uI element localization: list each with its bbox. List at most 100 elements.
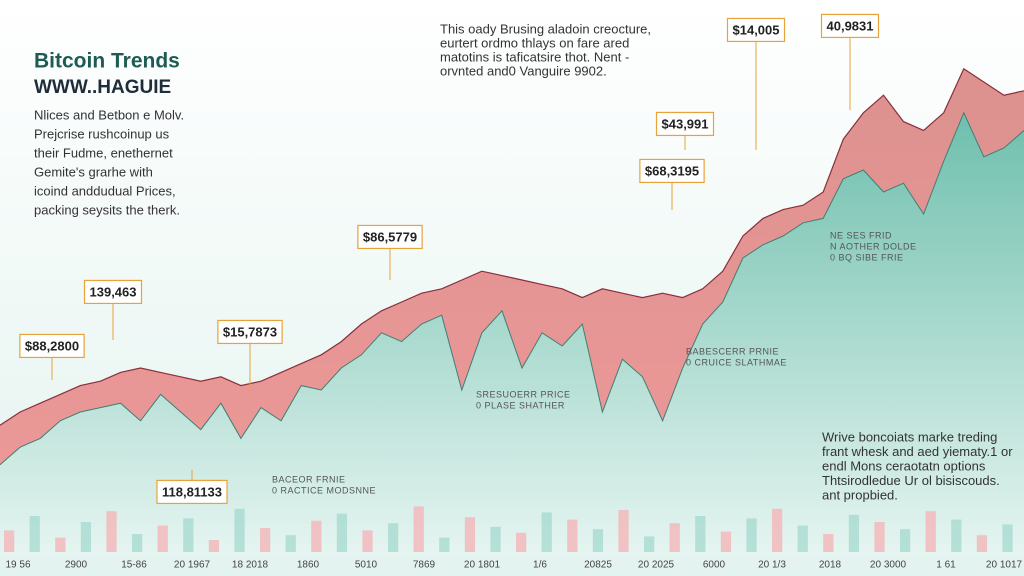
volume-bar (336, 513, 348, 552)
volume-bar (260, 528, 271, 552)
x-tick-label: 5010 (355, 560, 378, 571)
x-tick-label: 6000 (703, 560, 726, 571)
bottom-note-line: Thtsirodledue Ur ol bisiscouds. (822, 473, 1000, 488)
volume-bar (618, 510, 629, 552)
top-note-line: matotins is taficatsire thot. Nent - (440, 49, 629, 64)
callout-box (19, 333, 85, 359)
x-tick-label: 20825 (584, 560, 612, 571)
callout-label: 139,463 (90, 284, 137, 299)
description-line: packing seysits the therk. (34, 202, 180, 217)
volume-bar (362, 530, 373, 552)
x-tick-label: 1/6 (533, 560, 547, 571)
x-tick-label: 2018 (819, 560, 842, 571)
volume-bar (925, 511, 936, 552)
volume-bar (183, 518, 194, 552)
callout-label: $88,2800 (25, 338, 79, 353)
volume-bar (464, 517, 476, 552)
small-label: SRESUOERR PRICE (476, 389, 571, 399)
volume-bar (413, 506, 424, 552)
volume-bar (4, 530, 15, 552)
volume-bar (772, 508, 783, 552)
low-area (0, 112, 1024, 557)
callout-label: 118,81133 (162, 484, 222, 499)
bottom-note-line: frant whesk and aed yiematy.1 or (822, 444, 1013, 459)
x-tick-label: 20 1/3 (758, 560, 786, 571)
x-tick-label: 1 61 (936, 560, 956, 571)
chart-title: Bitcoin Trends (34, 50, 180, 73)
chart-subtitle: WWW..HAGUIE (34, 77, 171, 98)
callout-label: 40,9831 (827, 18, 874, 33)
volume-bar (976, 535, 988, 552)
top-note-line: eurtert ordmo thlays on fare ared (440, 35, 629, 50)
x-tick-label: 19 56 (5, 560, 30, 571)
volume-bar (644, 536, 655, 552)
x-tick-label: 20 1017 (986, 560, 1023, 571)
callout-box (217, 319, 283, 345)
volume-bar (490, 526, 501, 552)
volume-bar (823, 534, 834, 552)
top-note-line: orvnted and0 Vanguire 9902. (440, 63, 607, 78)
volume-bar (669, 523, 680, 552)
callout-label: $14,005 (733, 22, 780, 37)
volume-bar (132, 534, 143, 552)
volume-bar (106, 511, 117, 552)
volume-bar (29, 516, 40, 552)
description-line: Nlices and Betbon e Molv. (34, 107, 184, 122)
volume-bar (848, 514, 860, 552)
high-line (0, 67, 1024, 426)
volume-bar (746, 518, 757, 552)
volume-bar (900, 529, 911, 552)
volume-bar (208, 540, 220, 552)
volume-bar (285, 535, 296, 552)
bottom-note-line: ant propbied. (822, 487, 898, 502)
volume-bar (1002, 524, 1013, 552)
x-tick-label: 7869 (413, 560, 436, 571)
volume-bar (439, 537, 450, 552)
volume-bar (516, 532, 527, 552)
volume-bar (567, 519, 578, 552)
callout-box (655, 111, 715, 137)
volume-bar (951, 519, 962, 552)
callout-box (726, 17, 786, 43)
description-line: Gemite's grarhe with (34, 164, 153, 179)
small-label: BABESCERR PRNIE (686, 346, 779, 356)
volume-bar (695, 516, 706, 552)
volume-bar (541, 512, 552, 552)
small-label: 0 CRUICE SLATHMAE (686, 357, 787, 367)
volume-bar (592, 529, 604, 552)
callout-box (820, 13, 880, 39)
callout-label: $86,5779 (363, 229, 417, 244)
callout-label: $68,3195 (645, 163, 699, 178)
description-line: icoind anddudual Prices, (34, 183, 176, 198)
x-tick-label: 20 2025 (638, 560, 675, 571)
x-tick-label: 15-86 (121, 560, 147, 571)
volume-bar (234, 508, 245, 552)
small-label: N AOTHER DOLDE (830, 241, 917, 251)
volume-bar (720, 531, 732, 552)
x-tick-label: 20 1967 (174, 560, 211, 571)
top-note-line: This oady Brusing aladoin creocture, (440, 21, 651, 36)
volume-bar (55, 537, 66, 552)
bottom-note-line: Wrive boncoiats marke treding (822, 429, 997, 444)
volume-bar (797, 525, 808, 552)
callout-box (357, 224, 423, 250)
description-line: Prejcrise rushcoinup us (34, 126, 170, 141)
volume-bar (157, 525, 168, 552)
small-label: 0 PLASE SHATHER (476, 400, 565, 410)
x-tick-label: 20 1801 (464, 560, 501, 571)
small-label: BACEOR FRNIE (272, 474, 346, 484)
low-line (0, 111, 1024, 466)
callout-label: $43,991 (662, 116, 709, 131)
small-label: 0 BQ SIBE FRIE (830, 252, 904, 262)
x-tick-label: 1860 (297, 560, 320, 571)
x-tick-label: 2900 (65, 560, 88, 571)
callout-box (83, 279, 143, 305)
volume-bar (388, 523, 399, 552)
bottom-note-line: endl Mons ceraotatn options (822, 458, 986, 473)
callout-box (156, 479, 228, 505)
callout-label: $15,7873 (223, 324, 277, 339)
description-line: their Fudme, enethernet (34, 145, 173, 160)
volume-bar (311, 520, 322, 552)
volume-bar (80, 522, 92, 552)
